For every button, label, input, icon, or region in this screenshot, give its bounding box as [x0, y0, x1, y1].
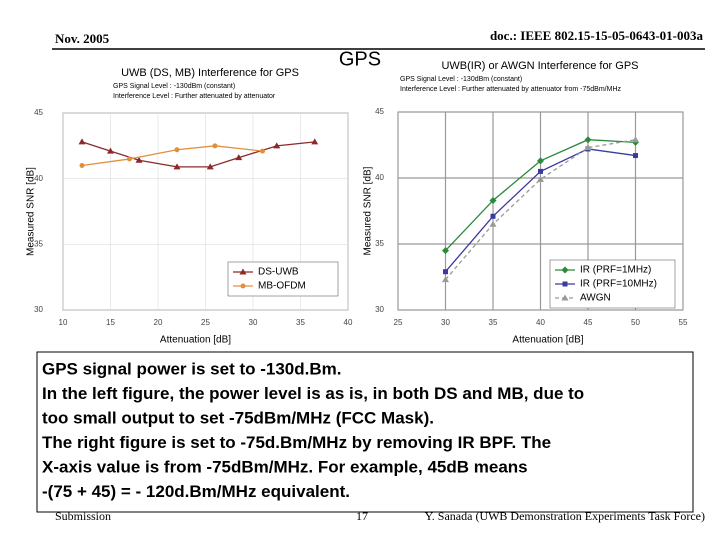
y-tick-label: 30	[34, 305, 43, 314]
point	[632, 136, 639, 143]
x-tick-label: 25	[201, 318, 210, 327]
x-tick-label: 35	[489, 318, 498, 327]
footer-left: Submission	[55, 509, 111, 523]
chart-title: UWB(IR) or AWGN Interference for GPS	[441, 60, 638, 72]
x-axis-label: Attenuation [dB]	[512, 335, 583, 346]
point	[173, 163, 181, 170]
footer-right: Y. Sanada (UWB Demonstration Experiments…	[425, 509, 705, 523]
legend-label: IR (PRF=1MHz)	[580, 265, 651, 276]
chart-subtitle: Interference Level : Further attenuated …	[400, 86, 621, 93]
point	[443, 269, 448, 275]
point	[490, 213, 496, 219]
point	[489, 220, 497, 227]
point	[107, 147, 114, 154]
body-line: The right figure is set to -75d.Bm/MHz b…	[42, 433, 551, 452]
y-tick-label: 40	[375, 173, 384, 182]
point	[79, 163, 85, 169]
chart-subtitle: GPS Signal Level : -130dBm (constant)	[113, 83, 235, 90]
legend-marker	[562, 281, 568, 287]
body-frame	[36, 351, 694, 513]
page-number: 17	[356, 509, 368, 523]
body-box	[36, 351, 694, 513]
point	[537, 175, 544, 182]
x-axis-label: Attenuation [dB]	[160, 335, 231, 346]
point	[537, 157, 544, 165]
point	[260, 148, 265, 154]
point	[538, 168, 543, 174]
body-line: X-axis value is from -75dBm/MHz. For exa…	[42, 457, 528, 476]
point	[127, 156, 132, 162]
slide-title: GPS	[339, 48, 381, 70]
point	[633, 153, 638, 159]
body-line: -(75 + 45) = - 120d.Bm/MHz equivalent.	[42, 482, 350, 501]
point	[489, 196, 497, 204]
legend-label: MB-OFDM	[258, 281, 306, 292]
point	[206, 163, 214, 170]
point	[584, 136, 592, 144]
y-tick-label: 40	[34, 174, 43, 183]
x-tick-label: 40	[536, 318, 545, 327]
point	[311, 138, 319, 145]
point	[135, 156, 143, 163]
y-tick-label: 30	[375, 305, 384, 314]
legend-marker	[561, 266, 569, 274]
legend-label: IR (PRF=10MHz)	[580, 279, 657, 290]
chart-subtitle: GPS Signal Level : -130dBm (constant)	[400, 76, 522, 83]
y-tick-label: 35	[375, 239, 384, 248]
point	[212, 143, 218, 149]
chart-title: UWB (DS, MB) Interference for GPS	[121, 67, 299, 79]
legend-label: DS-UWB	[258, 267, 299, 278]
x-tick-label: 30	[249, 318, 258, 327]
point	[273, 142, 281, 149]
point	[584, 144, 592, 151]
chart-subtitle: Interference Level : Further attenuated …	[113, 93, 276, 100]
body-line: too small output to set -75dBm/MHz (FCC …	[42, 408, 434, 427]
point	[442, 276, 449, 283]
x-tick-label: 40	[344, 318, 353, 327]
point	[174, 147, 180, 153]
body-line: GPS signal power is set to -130d.Bm.	[42, 359, 341, 378]
date: Nov. 2005	[55, 31, 110, 46]
x-tick-label: 45	[584, 318, 593, 327]
series-line	[81, 141, 315, 168]
x-tick-label: 15	[106, 318, 115, 327]
x-tick-label: 55	[679, 318, 688, 327]
y-tick-label: 45	[34, 108, 43, 117]
x-tick-label: 35	[296, 318, 305, 327]
doc-id: doc.: IEEE 802.15-15-05-0643-01-003a	[490, 28, 704, 43]
x-tick-label: 30	[441, 318, 450, 327]
x-tick-label: 50	[631, 318, 640, 327]
legend-box	[227, 261, 339, 297]
x-tick-label: 10	[59, 318, 68, 327]
point	[235, 154, 243, 161]
legend-marker	[561, 294, 569, 301]
legend-marker	[239, 268, 247, 275]
y-axis-label: Measured SNR [dB]	[26, 167, 37, 256]
y-tick-label: 45	[375, 107, 384, 116]
series-line	[445, 139, 636, 281]
point	[78, 138, 86, 145]
body-line: In the left figure, the power level is a…	[42, 384, 584, 403]
legend-marker	[240, 283, 246, 289]
legend-label: AWGN	[580, 293, 611, 304]
x-tick-label: 20	[154, 318, 163, 327]
y-tick-label: 35	[34, 239, 43, 248]
x-tick-label: 25	[394, 318, 403, 327]
point	[442, 247, 449, 255]
y-axis-label: Measured SNR [dB]	[363, 166, 374, 255]
